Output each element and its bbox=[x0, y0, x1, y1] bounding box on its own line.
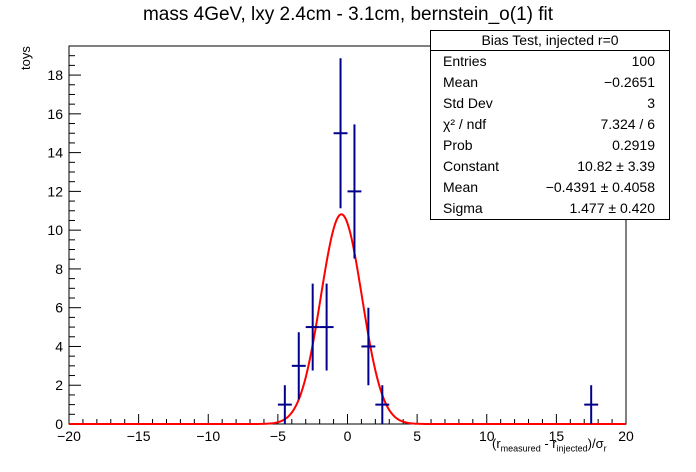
stats-value: 100 bbox=[631, 53, 655, 69]
stats-row: Std Dev 3 bbox=[431, 93, 669, 114]
stats-row: Mean −0.2651 bbox=[431, 72, 669, 93]
chart-title: mass 4GeV, lxy 2.4cm - 3.1cm, bernstein_… bbox=[142, 4, 554, 25]
stats-value: 7.324 / 6 bbox=[600, 116, 656, 132]
data-point bbox=[277, 385, 292, 424]
y-tick-label: 6 bbox=[55, 300, 63, 316]
stats-label: Sigma bbox=[443, 200, 483, 216]
x-tick-label: 20 bbox=[618, 428, 634, 444]
x-axis-label-sub: measured bbox=[500, 443, 541, 454]
y-tick-label: 12 bbox=[47, 183, 63, 199]
x-tick-label: 15 bbox=[549, 428, 565, 444]
stats-label: Constant bbox=[443, 158, 500, 174]
stats-label: χ² / ndf bbox=[443, 116, 487, 132]
stats-label: Mean bbox=[443, 179, 479, 195]
stats-row: Mean −0.4391 ± 0.4058 bbox=[431, 177, 669, 198]
x-tick-label: −20 bbox=[57, 428, 81, 444]
x-tick-label: −15 bbox=[127, 428, 151, 444]
data-point bbox=[333, 58, 348, 209]
y-tick-label: 2 bbox=[55, 377, 63, 393]
stats-value: 3 bbox=[647, 95, 655, 111]
y-tick-label: 8 bbox=[55, 261, 63, 277]
data-point bbox=[347, 124, 362, 259]
x-axis-label-sub: r bbox=[603, 443, 607, 454]
stats-value: 10.82 ± 3.39 bbox=[577, 158, 655, 174]
y-tick-label: 14 bbox=[47, 145, 63, 161]
x-tick-label: 5 bbox=[413, 428, 421, 444]
stats-label: Std Dev bbox=[443, 95, 493, 111]
x-axis-label-part: - r bbox=[540, 436, 557, 451]
x-axis-label-sub: injected bbox=[556, 443, 588, 454]
stats-row: Sigma 1.477 ± 0.420 bbox=[431, 198, 669, 219]
y-tick-label: 16 bbox=[47, 106, 63, 122]
x-axis-label-part: )/σ bbox=[587, 436, 604, 451]
x-axis-label: (rmeasured - rinjected)/σr bbox=[492, 436, 607, 454]
stats-value: 1.477 ± 0.420 bbox=[569, 200, 655, 216]
x-tick-label: −5 bbox=[270, 428, 286, 444]
stats-title: Bias Test, injected r=0 bbox=[431, 31, 669, 51]
data-point bbox=[319, 283, 334, 371]
y-tick-label: 10 bbox=[47, 222, 63, 238]
stats-label: Prob bbox=[443, 137, 473, 153]
stats-row: Constant 10.82 ± 3.39 bbox=[431, 156, 669, 177]
stats-row: χ² / ndf 7.324 / 6 bbox=[431, 114, 669, 135]
y-tick-label: 0 bbox=[55, 416, 63, 432]
x-axis-label-part: (r bbox=[492, 436, 501, 451]
y-tick-label: 18 bbox=[47, 67, 63, 83]
stats-row: Prob 0.2919 bbox=[431, 135, 669, 156]
stats-value: −0.4391 ± 0.4058 bbox=[545, 179, 655, 195]
stats-row: Entries 100 bbox=[431, 51, 669, 72]
stats-value: −0.2651 bbox=[604, 74, 655, 90]
x-tick-label: −10 bbox=[196, 428, 220, 444]
stats-label: Entries bbox=[443, 53, 487, 69]
data-point bbox=[361, 307, 376, 386]
x-tick-label: 10 bbox=[479, 428, 495, 444]
fit-curve bbox=[69, 213, 626, 425]
stats-box: Bias Test, injected r=0 Entries 100 Mean −… bbox=[430, 30, 670, 220]
y-tick-label: 4 bbox=[55, 338, 63, 354]
stats-value: 0.2919 bbox=[612, 137, 655, 153]
data-point bbox=[584, 385, 599, 424]
x-tick-label: 0 bbox=[344, 428, 352, 444]
data-point bbox=[291, 332, 306, 400]
stats-label: Mean bbox=[443, 74, 479, 90]
data-point bbox=[375, 385, 390, 424]
data-point bbox=[305, 283, 320, 371]
